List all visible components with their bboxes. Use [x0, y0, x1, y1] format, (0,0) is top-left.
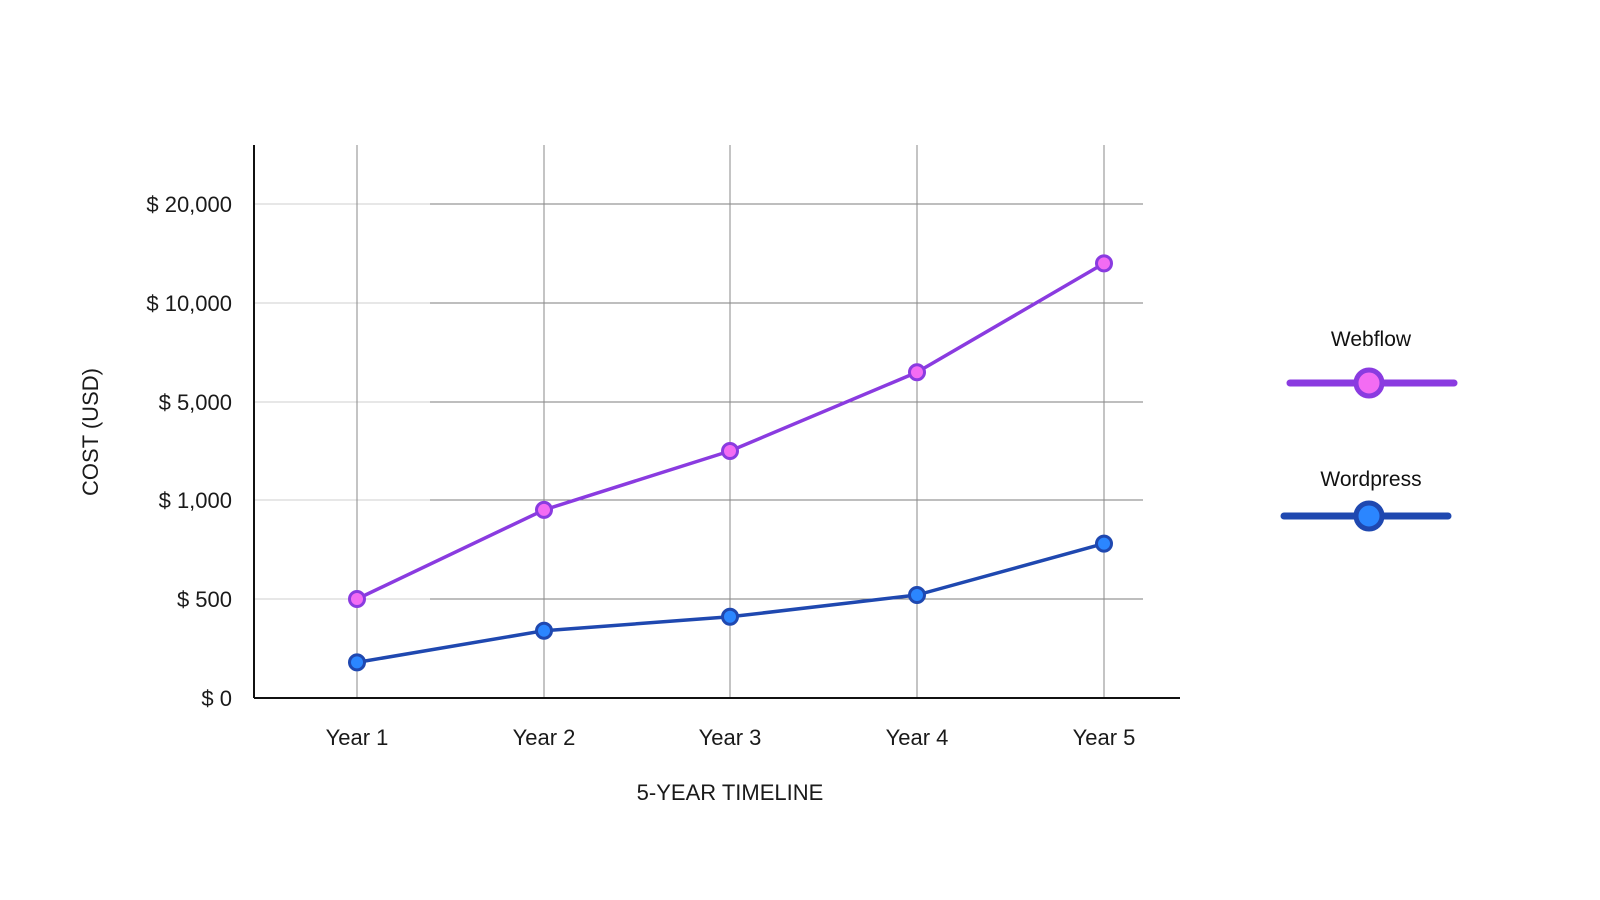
data-point-webflow[interactable]: [535, 500, 553, 519]
legend-swatch-marker-wordpress: [1353, 500, 1385, 532]
data-series: [348, 254, 1113, 672]
data-point-webflow[interactable]: [1095, 254, 1113, 273]
data-point-wordpress[interactable]: [348, 653, 366, 672]
data-point-webflow[interactable]: [721, 442, 739, 460]
legend-label-wordpress: Wordpress: [1320, 468, 1421, 491]
y-tick-label: $ 500: [177, 587, 232, 612]
x-tick-label: Year 4: [886, 725, 949, 750]
y-tick-label: $ 10,000: [146, 291, 232, 316]
series-wordpress: [348, 534, 1113, 672]
axes: [253, 145, 1180, 699]
data-point-wordpress[interactable]: [535, 621, 553, 640]
series-webflow: [348, 254, 1113, 608]
y-axis-title: COST (USD): [78, 368, 103, 496]
legend-item-wordpress[interactable]: Wordpress: [1280, 468, 1452, 532]
legend-label-webflow: Webflow: [1331, 328, 1412, 351]
x-tick-label: Year 1: [326, 725, 389, 750]
data-point-wordpress[interactable]: [721, 607, 739, 626]
data-point-wordpress[interactable]: [908, 586, 926, 604]
data-point-webflow[interactable]: [908, 363, 926, 382]
y-tick-label: $ 0: [201, 686, 232, 711]
x-tick-label: Year 5: [1073, 725, 1136, 750]
x-tick-label: Year 3: [699, 725, 762, 750]
x-tick-labels: Year 1 Year 2 Year 3 Year 4 Year 5: [326, 725, 1136, 750]
legend-swatch-marker-webflow: [1353, 367, 1385, 399]
x-axis-title: 5-YEAR TIMELINE: [637, 780, 824, 805]
data-point-wordpress[interactable]: [1095, 534, 1113, 553]
y-tick-labels: $ 0 $ 500 $ 1,000 $ 5,000 $ 10,000 $ 20,000: [146, 192, 232, 711]
y-tick-label: $ 1,000: [159, 488, 232, 513]
y-tick-label: $ 20,000: [146, 192, 232, 217]
legend: Webflow Wordpress: [1280, 328, 1458, 532]
x-tick-label: Year 2: [513, 725, 576, 750]
grid: [254, 145, 1143, 698]
data-point-webflow[interactable]: [348, 590, 366, 608]
y-tick-label: $ 5,000: [159, 390, 232, 415]
legend-item-webflow[interactable]: Webflow: [1286, 328, 1458, 399]
